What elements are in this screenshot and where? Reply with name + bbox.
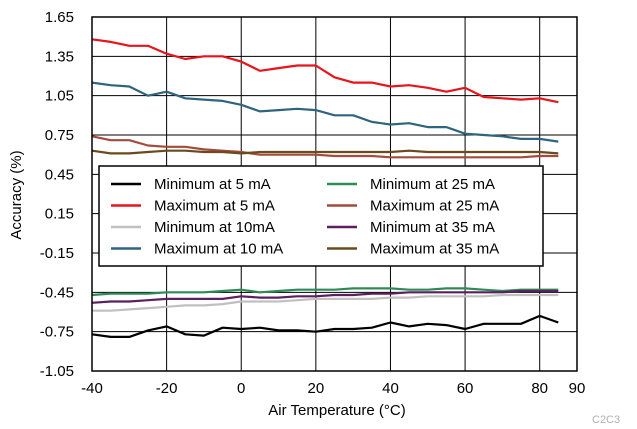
legend-box <box>98 165 544 267</box>
x-tick-label: 90 <box>569 380 586 397</box>
legend-label-0: Minimum at 5 mA <box>154 176 271 193</box>
y-tick-label: -0.15 <box>40 245 74 262</box>
series-line-4 <box>91 287 559 297</box>
x-tick-label: 40 <box>382 380 399 397</box>
x-tick-label: -40 <box>81 380 103 397</box>
legend-label-2: Minimum at 10mA <box>154 219 275 236</box>
y-tick-label: 1.35 <box>45 48 74 65</box>
x-tick-label: 60 <box>457 380 474 397</box>
y-tick-label: 0.15 <box>45 206 74 223</box>
series-line-5 <box>91 135 559 159</box>
legend: Minimum at 5 mA Maximum at 5 mA Minimum at… <box>98 165 544 267</box>
series-line-0 <box>91 314 559 338</box>
y-tick-label: -0.45 <box>40 284 74 301</box>
y-axis-title: Accuracy (%) <box>8 150 25 239</box>
x-tick-label: 0 <box>237 380 245 397</box>
series-line-3 <box>91 81 559 143</box>
legend-label-5: Maximum at 25 mA <box>370 198 499 215</box>
figure-code: C2C3 <box>592 414 620 426</box>
legend-label-3: Maximum at 10 mA <box>154 241 283 258</box>
legend-label-6: Minimum at 35 mA <box>370 219 495 236</box>
x-axis-title: Air Temperature (°C) <box>268 402 405 419</box>
y-tick-label: 1.05 <box>45 88 74 105</box>
y-axis-ticks: 1.65 1.35 1.05 0.75 0.45 0.15 -0.15 -0.45 -0.75 -… <box>40 9 74 380</box>
series-line-7 <box>91 149 559 155</box>
y-tick-label: -0.75 <box>40 324 74 341</box>
x-tick-label: -20 <box>156 380 178 397</box>
x-tick-label: 20 <box>308 380 325 397</box>
plot-frame <box>91 16 578 372</box>
y-tick-label: -1.05 <box>40 363 74 380</box>
y-tick-label: 1.65 <box>45 9 74 26</box>
y-tick-label: 0.45 <box>45 166 74 183</box>
series-line-2 <box>92 293 559 312</box>
x-axis-ticks: -40 -20 0 20 40 60 80 90 <box>81 380 585 397</box>
legend-label-7: Maximum at 35 mA <box>370 241 499 258</box>
legend-label-4: Minimum at 25 mA <box>370 176 495 193</box>
series-line-6 <box>91 289 559 304</box>
x-tick-label: 80 <box>531 380 548 397</box>
y-tick-label: 0.75 <box>45 127 74 144</box>
series-line-1 <box>91 38 559 104</box>
legend-label-1: Maximum at 5 mA <box>154 198 275 215</box>
series-lines <box>91 38 559 338</box>
